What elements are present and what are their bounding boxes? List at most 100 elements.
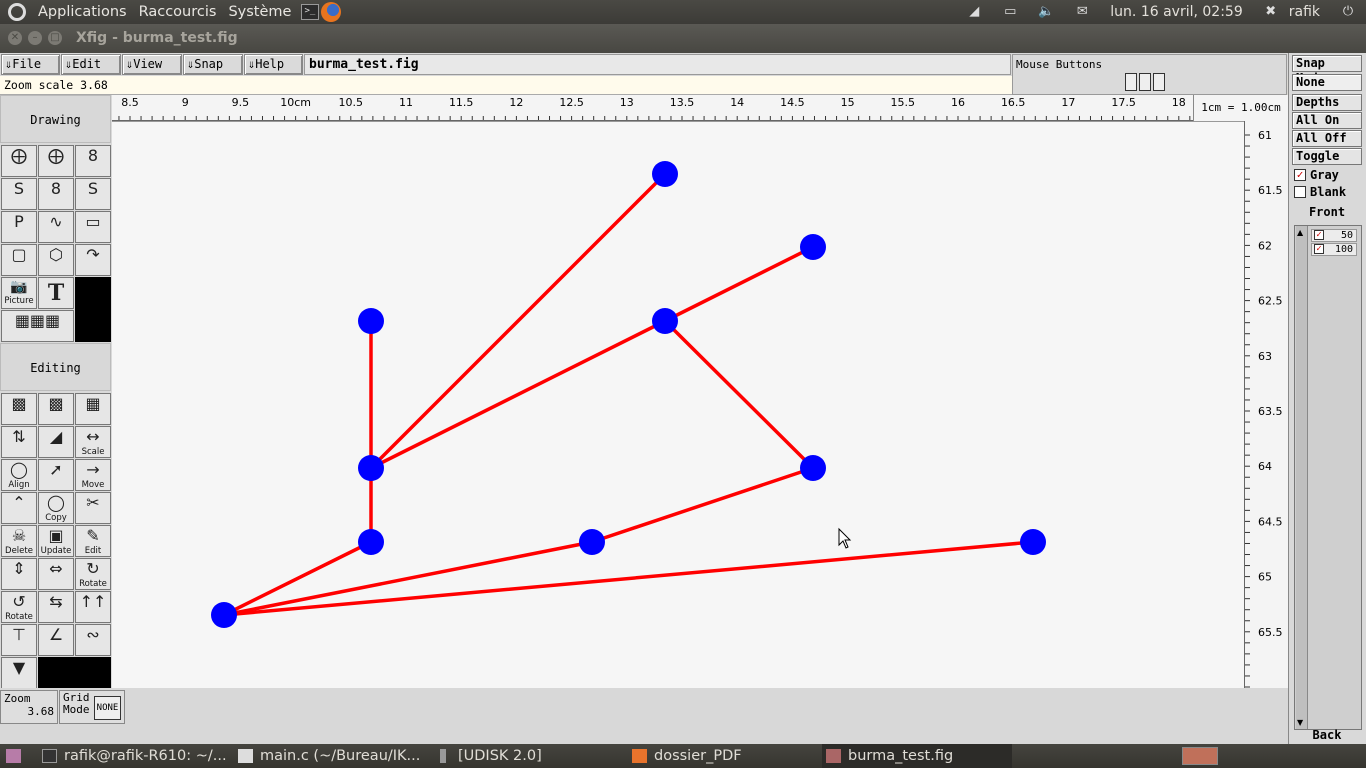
lenmeas-tool-icon[interactable]: ∾: [75, 624, 111, 656]
areameas-tool-icon[interactable]: ▼: [1, 657, 37, 689]
node-circle[interactable]: [652, 308, 678, 334]
mail-icon[interactable]: ✉: [1076, 4, 1088, 19]
arrow-tool-icon[interactable]: ↑↑: [75, 591, 111, 623]
update-tool-icon[interactable]: ▣ Update: [38, 525, 74, 557]
wifi-icon[interactable]: ◢: [969, 4, 980, 19]
help-menu-button[interactable]: ⇓Help: [244, 54, 303, 75]
drawing-canvas[interactable]: [112, 121, 1244, 688]
delete-tool-icon[interactable]: ☠ Delete: [1, 525, 37, 557]
rotate-ccw-tool-icon[interactable]: ↺ Rotate: [1, 591, 37, 623]
move-point-tool-icon[interactable]: ⇅: [1, 426, 37, 458]
closed-spline-tool-icon[interactable]: 8: [75, 145, 111, 177]
minimize-window-icon[interactable]: –: [28, 31, 42, 45]
node-circle[interactable]: [211, 602, 237, 628]
arc-box-tool-icon[interactable]: ▢: [1, 244, 37, 276]
all-off-button[interactable]: All Off: [1292, 130, 1362, 147]
edge-line[interactable]: [222, 540, 373, 617]
flip-horizontal-tool-icon[interactable]: ⇔: [38, 558, 74, 590]
area-fill-tool-icon[interactable]: ◢: [38, 426, 74, 458]
depth-item[interactable]: ✓ 100: [1311, 243, 1357, 256]
gray-checkbox[interactable]: ✓ Gray: [1294, 168, 1339, 182]
edge-line[interactable]: [663, 245, 815, 323]
units-indicator[interactable]: 1cm = 1.00cm: [1193, 95, 1288, 121]
edge-line[interactable]: [369, 319, 667, 470]
tangent-tool-icon[interactable]: ⊤: [1, 624, 37, 656]
grid-mode-indicator[interactable]: Grid Mode NONE: [59, 690, 125, 724]
rotate-cw-tool-icon[interactable]: ↻ Rotate: [75, 558, 111, 590]
zoom-indicator[interactable]: Zoom 3.68: [0, 690, 58, 724]
node-circle[interactable]: [800, 234, 826, 260]
task-terminal[interactable]: rafik@rafik-R610: ~/...: [38, 744, 228, 768]
add-point-tool-icon[interactable]: ➚: [38, 459, 74, 491]
depth-checkbox[interactable]: ✓: [1314, 244, 1324, 254]
ubuntu-logo-icon[interactable]: [8, 3, 26, 21]
arc-tool-icon[interactable]: ↷: [75, 244, 111, 276]
blank-checkbox[interactable]: Blank: [1294, 185, 1346, 199]
scroll-down-icon[interactable]: ▼: [1297, 718, 1304, 727]
delete-point-tool-icon[interactable]: ⌃: [1, 492, 37, 524]
snap-menu-button[interactable]: ⇓Snap: [183, 54, 243, 75]
open-spline-tool-icon[interactable]: S: [1, 178, 37, 210]
node-circle[interactable]: [358, 455, 384, 481]
text-tool-icon[interactable]: T: [38, 277, 74, 309]
node-circle[interactable]: [358, 529, 384, 555]
open-compound-tool-icon[interactable]: ▦: [75, 393, 111, 425]
anglemeas-tool-icon[interactable]: ∠: [38, 624, 74, 656]
regular-polygon-tool-icon[interactable]: ⬡: [38, 244, 74, 276]
cut-tool-icon[interactable]: ✂: [75, 492, 111, 524]
edit-menu-button[interactable]: ⇓Edit: [61, 54, 121, 75]
workspace-switcher[interactable]: [1182, 747, 1218, 765]
ellipse-radius-tool-icon[interactable]: ⨁: [38, 145, 74, 177]
break-compound-tool-icon[interactable]: ▩: [38, 393, 74, 425]
snap-mode-value[interactable]: None: [1292, 74, 1362, 91]
power-icon[interactable]: ⏻: [1342, 4, 1354, 19]
copy-tool-icon[interactable]: ◯ Copy: [38, 492, 74, 524]
task-editor[interactable]: main.c (~/Bureau/IK...: [234, 744, 424, 768]
move-tool-icon[interactable]: → Move: [75, 459, 111, 491]
node-circle[interactable]: [1020, 529, 1046, 555]
library-tool-icon[interactable]: ▦▦▦: [1, 310, 74, 342]
edge-line[interactable]: [590, 466, 815, 544]
polyline-tool-icon[interactable]: P: [1, 211, 37, 243]
view-menu-button[interactable]: ⇓View: [122, 54, 182, 75]
scale-tool-icon[interactable]: ↔ Scale: [75, 426, 111, 458]
task-xfig[interactable]: burma_test.fig: [822, 744, 1012, 768]
node-circle[interactable]: [800, 455, 826, 481]
firefox-launcher-icon[interactable]: [321, 2, 342, 22]
all-on-button[interactable]: All On: [1292, 112, 1362, 129]
box-tool-icon[interactable]: ▭: [75, 211, 111, 243]
terminal-launcher-icon[interactable]: >_: [301, 4, 320, 20]
show-desktop-icon[interactable]: [0, 744, 30, 768]
freehand-tool-icon[interactable]: ∿: [38, 211, 74, 243]
menu-applications[interactable]: Applications: [38, 4, 127, 20]
right-ruler[interactable]: 61 61.5 62 62.5 63 63.5 64 64.5 65 65.5: [1244, 121, 1288, 688]
node-circle[interactable]: [358, 308, 384, 334]
compound-tool-icon[interactable]: ▩: [1, 393, 37, 425]
closed-xspline-tool-icon[interactable]: 8: [38, 178, 74, 210]
task-folder[interactable]: dossier_PDF: [628, 744, 818, 768]
flip-vertical-tool-icon[interactable]: ⇕: [1, 558, 37, 590]
edge-line[interactable]: [222, 540, 594, 617]
menu-systeme[interactable]: Système: [228, 4, 292, 20]
depth-checkbox[interactable]: ✓: [1314, 230, 1324, 240]
edge-line[interactable]: [369, 172, 667, 470]
scroll-up-icon[interactable]: ▲: [1297, 228, 1304, 237]
top-ruler[interactable]: 8.5 9 9.5 10cm 10.5 11 11.5 12 12.5 13 13.5 14 14.5 1…: [112, 95, 1193, 121]
edge-line[interactable]: [222, 540, 1035, 617]
picture-tool-icon[interactable]: 📷 Picture: [1, 277, 37, 309]
battery-icon[interactable]: ▭: [1004, 4, 1017, 19]
volume-icon[interactable]: 🔈: [1038, 4, 1055, 19]
convert-tool-icon[interactable]: ⇆: [38, 591, 74, 623]
maximize-window-icon[interactable]: □: [48, 31, 62, 45]
open-xspline-tool-icon[interactable]: S: [75, 178, 111, 210]
file-menu-button[interactable]: ⇓File: [1, 54, 60, 75]
align-tool-icon[interactable]: ◯ Align: [1, 459, 37, 491]
depth-scrollbar[interactable]: ▲ ▼: [1296, 226, 1308, 729]
menu-raccourcis[interactable]: Raccourcis: [138, 4, 217, 20]
edge-line[interactable]: [663, 319, 815, 470]
node-circle[interactable]: [652, 161, 678, 187]
close-window-icon[interactable]: ✕: [8, 31, 22, 45]
toggle-button[interactable]: Toggle: [1292, 148, 1362, 165]
clock[interactable]: lun. 16 avril, 02:59: [1110, 4, 1243, 20]
depth-item[interactable]: ✓ 50: [1311, 229, 1357, 242]
